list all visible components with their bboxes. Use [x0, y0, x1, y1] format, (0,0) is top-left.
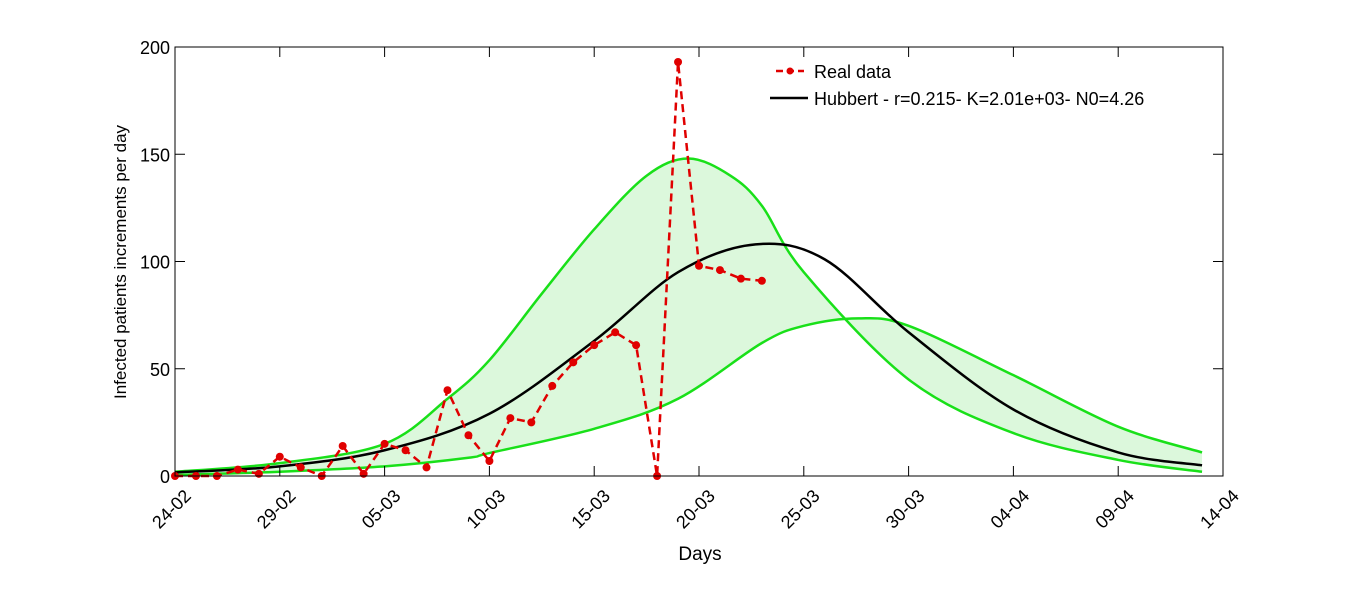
real-data-point	[611, 328, 620, 337]
x-tick-label: 14-04	[1196, 486, 1243, 533]
real-data-point	[275, 452, 284, 461]
y-tick-label: 150	[140, 145, 170, 165]
x-tick-label: 20-03	[672, 486, 719, 533]
x-tick-label: 24-02	[148, 486, 195, 533]
x-tick-label: 10-03	[463, 486, 510, 533]
real-data-point	[464, 431, 473, 440]
real-data-point	[757, 276, 766, 285]
x-tick-label: 30-03	[882, 486, 929, 533]
x-tick-label: 15-03	[567, 486, 614, 533]
real-data-point	[506, 414, 515, 423]
y-tick-label: 50	[150, 360, 170, 380]
real-data-point	[359, 469, 368, 478]
y-tick-label: 100	[140, 253, 170, 273]
x-tick-label: 09-04	[1091, 486, 1138, 533]
real-data-point	[674, 58, 683, 67]
hubbert-curve	[174, 242, 1203, 474]
legend: Real data Hubbert - r=0.215- K=2.01e+03-…	[770, 62, 1144, 109]
real-data-point	[380, 439, 389, 448]
real-data-point	[422, 463, 431, 472]
legend-real-data-marker	[786, 67, 794, 75]
y-axis-label: Infected patients increments per day	[111, 124, 130, 399]
real-data-point	[443, 386, 452, 395]
x-tick-label: 04-04	[987, 486, 1034, 533]
x-tick-label: 25-03	[777, 486, 824, 533]
legend-hubbert-label: Hubbert - r=0.215- K=2.01e+03- N0=4.26	[814, 89, 1144, 109]
real-data-point	[590, 341, 599, 350]
real-data-point	[296, 463, 305, 472]
real-data-point	[695, 261, 703, 270]
real-data-point	[338, 441, 347, 450]
legend-real-data-label: Real data	[814, 62, 892, 82]
real-data-point	[569, 358, 578, 367]
real-data-point	[632, 341, 641, 350]
real-data-point	[485, 456, 494, 465]
confidence-band-fill	[175, 158, 1203, 475]
real-data-point	[548, 381, 557, 390]
real-data-point	[527, 418, 536, 427]
x-tick-label: 29-02	[253, 486, 300, 533]
x-tick-label: 05-03	[358, 486, 405, 533]
real-data-point	[401, 446, 410, 455]
real-data-point	[233, 465, 242, 474]
x-axis-label: Days	[678, 544, 721, 565]
real-data-point	[254, 469, 263, 478]
real-data-point	[736, 274, 745, 283]
real-data-point	[715, 266, 724, 275]
y-tick-label: 0	[160, 467, 170, 487]
y-tick-label: 200	[140, 38, 170, 58]
